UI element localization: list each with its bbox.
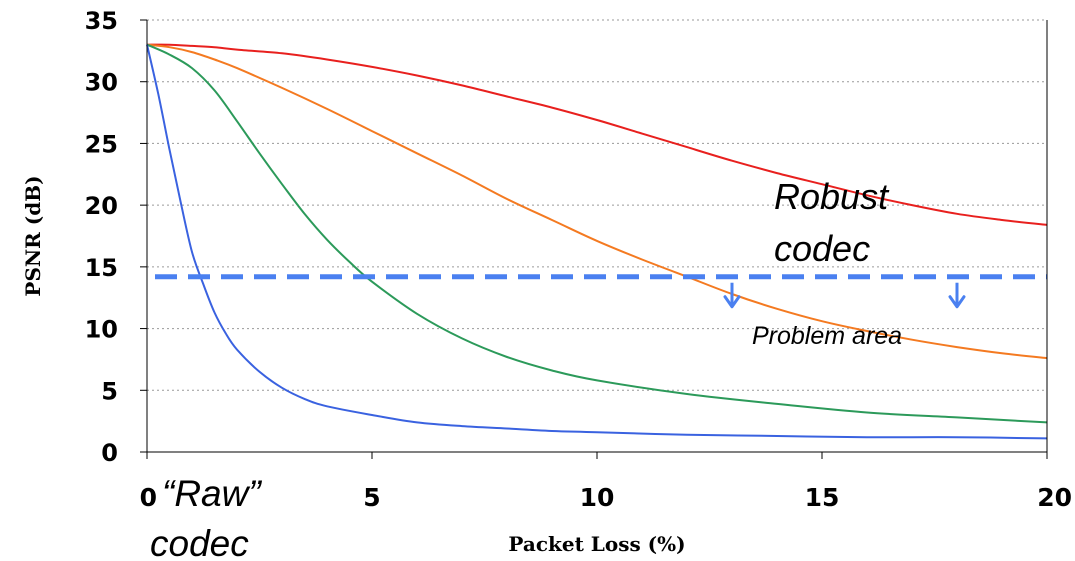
threshold-arrow-1 — [948, 282, 966, 309]
arrow-head — [948, 295, 966, 309]
annotation-problem-area: Problem area — [752, 322, 902, 350]
y-tick-label-20: 20 — [85, 192, 118, 220]
annotation-raw-line1: “Raw” — [162, 473, 262, 514]
threshold-arrow-0 — [723, 282, 741, 309]
y-tick-label-35: 35 — [85, 7, 118, 35]
tick-labels: 0 5 10 15 20 25 30 35 0 5 10 15 20 — [85, 7, 1072, 512]
series-line-1 — [146, 43, 1048, 360]
x-tick-label-5: 5 — [363, 483, 380, 512]
arrow-head — [723, 295, 741, 309]
series-line-2 — [146, 43, 1048, 424]
y-tick-label-15: 15 — [85, 254, 118, 282]
x-tick-label-15: 15 — [805, 483, 840, 512]
annotation-raw-line2: codec — [150, 523, 249, 561]
annotation-robust-line1: Robust — [774, 176, 890, 217]
y-tick-label-0: 0 — [101, 439, 118, 467]
series-line-3 — [146, 44, 1048, 440]
annotation-robust-line2: codec — [774, 228, 870, 269]
x-tick-label-20: 20 — [1037, 483, 1072, 512]
series-line-0 — [146, 43, 1048, 226]
y-tick-label-10: 10 — [85, 316, 118, 344]
x-tick-label-10: 10 — [580, 483, 615, 512]
y-axis-title: PSNR (dB) — [21, 175, 45, 296]
y-tick-label-30: 30 — [85, 69, 118, 97]
x-tick-label-0: 0 — [140, 483, 157, 512]
series-lines — [146, 43, 1048, 440]
x-axis-title: Packet Loss (%) — [508, 532, 685, 556]
y-tick-label-25: 25 — [85, 130, 118, 158]
threshold-group — [155, 274, 1047, 309]
y-tick-label-5: 5 — [101, 377, 118, 405]
axes — [140, 19, 1048, 459]
